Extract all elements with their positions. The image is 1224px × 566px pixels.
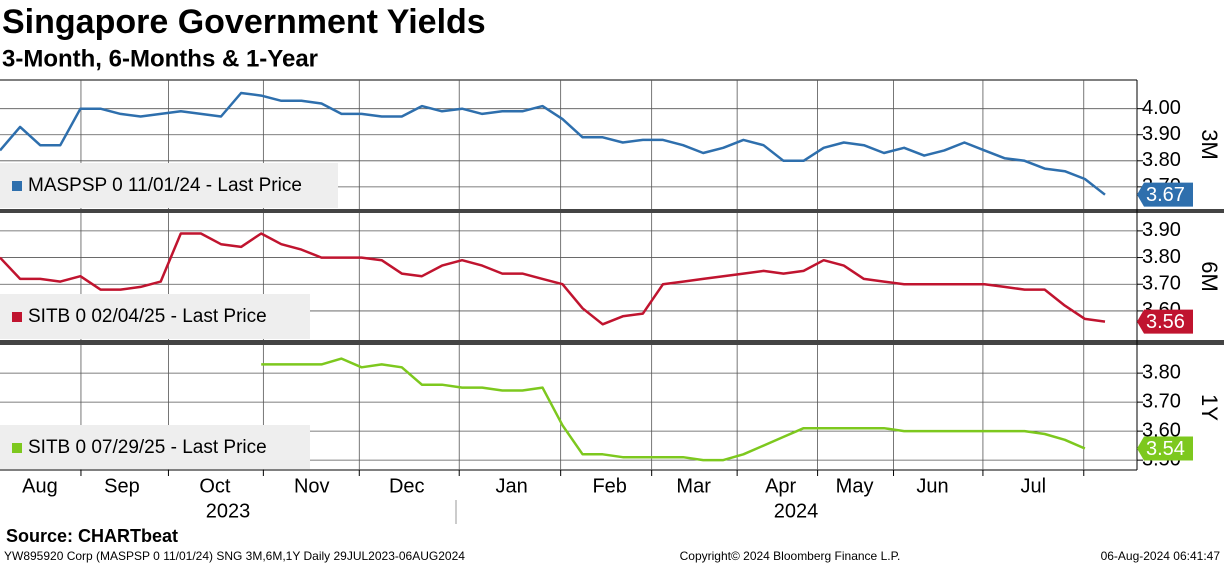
x-tick-label: Apr — [765, 475, 796, 497]
y-tick-label: 3.80 — [1142, 246, 1181, 268]
legend-box — [0, 163, 338, 208]
legend-label: SITB 0 02/04/25 - Last Price — [28, 306, 267, 327]
panel-separator — [0, 340, 1224, 345]
legend-swatch — [12, 443, 22, 453]
last-price-label: 3.54 — [1146, 438, 1185, 460]
y-tick-label: 3.80 — [1142, 361, 1181, 383]
panel-label: 3M — [1197, 129, 1222, 160]
year-label: 2024 — [774, 500, 819, 522]
chart-title: Singapore Government Yields — [2, 3, 486, 41]
x-tick-label: Jun — [916, 475, 948, 497]
y-tick-label: 3.60 — [1142, 419, 1181, 441]
last-price-label: 3.56 — [1146, 311, 1185, 333]
source: Source: CHARTbeat — [6, 526, 178, 546]
series-line — [261, 357, 1086, 462]
x-tick-label: Mar — [676, 475, 711, 497]
y-tick-label: 3.70 — [1142, 390, 1181, 412]
legend-swatch — [12, 312, 22, 322]
footer-left: YW895920 Corp (MASPSP 0 11/01/24) SNG 3M… — [4, 549, 465, 563]
legend-swatch — [12, 181, 22, 191]
panel-label: 6M — [1197, 261, 1222, 292]
x-tick-label: Jan — [496, 475, 528, 497]
year-label: 2023 — [206, 500, 251, 522]
x-tick-label: Feb — [592, 475, 626, 497]
legend-box — [0, 425, 310, 469]
y-tick-label: 3.80 — [1142, 149, 1181, 171]
x-tick-label: Dec — [389, 475, 425, 497]
x-tick-label: May — [836, 475, 874, 497]
y-tick-label: 3.90 — [1142, 123, 1181, 145]
x-tick-label: Oct — [199, 475, 231, 497]
x-tick-label: Jul — [1021, 475, 1047, 497]
y-tick-label: 3.70 — [1142, 273, 1181, 295]
chart-subtitle: 3-Month, 6-Months & 1-Year — [2, 45, 318, 72]
series-line — [0, 91, 1106, 196]
x-tick-label: Aug — [22, 475, 58, 497]
series-line — [0, 232, 1106, 326]
y-tick-label: 3.90 — [1142, 219, 1181, 241]
last-price-label: 3.67 — [1146, 184, 1185, 206]
footer-center: Copyright© 2024 Bloomberg Finance L.P. — [680, 549, 901, 563]
x-tick-label: Sep — [104, 475, 140, 497]
panel-label: 1Y — [1197, 394, 1222, 421]
last-price-tag — [1137, 436, 1193, 461]
last-price-tag — [1137, 182, 1193, 207]
legend-label: SITB 0 07/29/25 - Last Price — [28, 437, 267, 458]
footer-right: 06-Aug-2024 06:41:47 — [1101, 549, 1221, 563]
legend-box — [0, 294, 310, 339]
last-price-tag — [1137, 309, 1193, 334]
x-tick-label: Nov — [294, 475, 330, 497]
legend-label: MASPSP 0 11/01/24 - Last Price — [28, 175, 302, 196]
y-tick-label: 4.00 — [1142, 97, 1181, 119]
panel-separator — [0, 209, 1224, 213]
